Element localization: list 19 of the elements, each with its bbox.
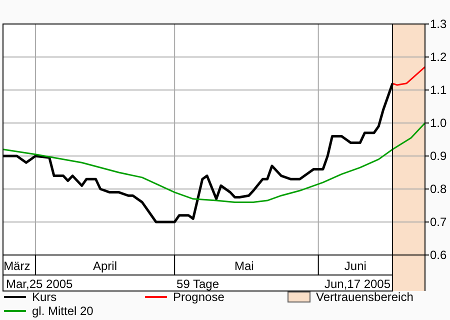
y-tick-label: 0.9 — [430, 149, 448, 164]
text: 59 Tage — [176, 277, 220, 291]
y-tick-label: 1.2 — [430, 50, 448, 64]
x-tick-label: Juni — [344, 259, 366, 273]
legend-label: Kurs — [32, 290, 57, 304]
text: Jun,17 2005 — [324, 277, 391, 291]
y-tick-label: 0.6 — [430, 248, 448, 262]
legend-label: Prognose — [173, 290, 225, 304]
x-tick-label: April — [93, 259, 118, 273]
y-tick-label: 0.7 — [430, 215, 448, 230]
text: Mar,25 2005 — [6, 277, 74, 291]
legend-label: gl. Mittel 20 — [32, 304, 94, 318]
x-tick-label: Mai — [234, 259, 254, 273]
band-label: Vertrauensbereich — [316, 290, 414, 304]
y-tick-label: 0.8 — [430, 182, 448, 196]
y-tick-label: 1.3 — [430, 17, 448, 32]
x-tick-label: März — [4, 259, 30, 273]
y-tick-label: 1.1 — [430, 83, 448, 98]
y-tick-label: 1.0 — [430, 116, 448, 130]
